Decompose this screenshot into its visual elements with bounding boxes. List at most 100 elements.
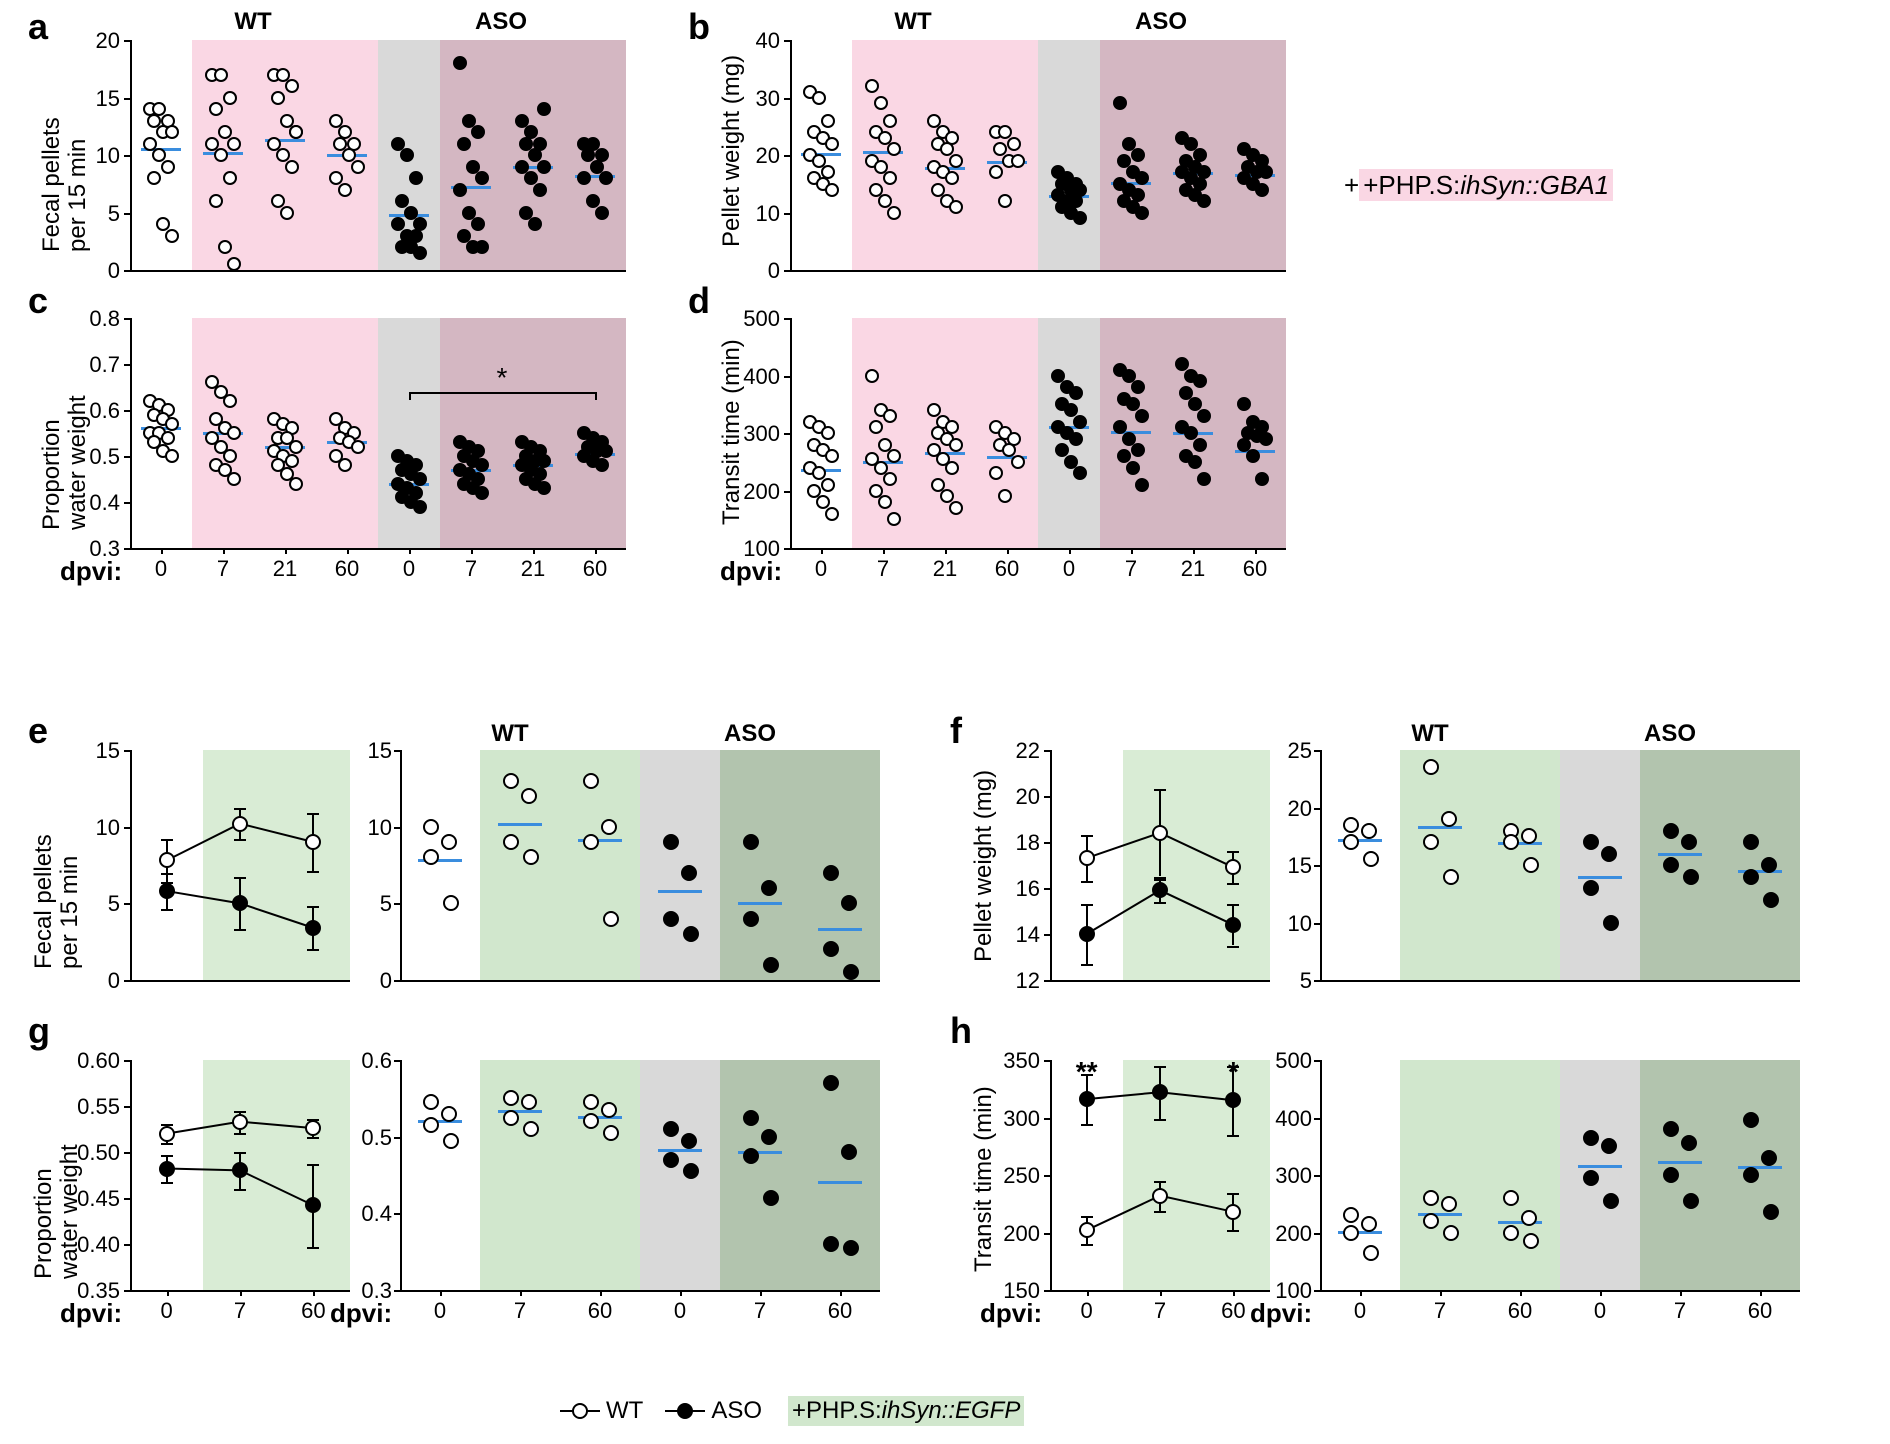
- cap: [161, 873, 173, 875]
- point: [949, 200, 963, 214]
- ytick-label: 500: [730, 306, 780, 332]
- pt: [1663, 857, 1679, 873]
- xtick-label: 0: [141, 556, 181, 582]
- pt: [503, 773, 519, 789]
- xtick-label: 0: [389, 556, 429, 582]
- pt: [1443, 869, 1459, 885]
- ytickm: [124, 1198, 130, 1200]
- xtl: 7: [220, 1298, 260, 1324]
- pt: [1663, 1121, 1679, 1137]
- point: [289, 477, 303, 491]
- point: [1135, 171, 1149, 185]
- xtm: [1160, 1290, 1162, 1296]
- point: [537, 454, 551, 468]
- ytickm: [124, 750, 130, 752]
- sig: *: [1217, 1056, 1249, 1088]
- ylabel-2: water weight: [64, 395, 92, 530]
- top-label-aso: ASO: [1131, 8, 1191, 36]
- xtm: [1520, 1290, 1522, 1296]
- point: [1135, 206, 1149, 220]
- y-axis: [130, 318, 132, 548]
- yt: 0: [342, 968, 392, 994]
- pt: [1503, 1225, 1519, 1241]
- legend-wt: WT: [606, 1397, 643, 1425]
- cap: [307, 906, 319, 908]
- xtl: 0: [420, 1298, 460, 1324]
- median: [818, 1181, 862, 1184]
- ytm: [394, 1290, 400, 1292]
- xtl: 7: [500, 1298, 540, 1324]
- point: [165, 417, 179, 431]
- cap: [161, 1143, 173, 1145]
- ytm: [394, 750, 400, 752]
- pt: [743, 1110, 759, 1126]
- yt: 15: [62, 738, 120, 764]
- sig-drop: [595, 392, 597, 400]
- pt: [443, 895, 459, 911]
- median: [1578, 876, 1622, 879]
- legend-aso: ASO: [711, 1397, 762, 1425]
- point: [165, 125, 179, 139]
- pt: [1743, 869, 1759, 885]
- panel-label-g: g: [28, 1010, 50, 1052]
- pt: [843, 1240, 859, 1256]
- cap: [1154, 902, 1166, 904]
- ytickm: [1044, 842, 1050, 844]
- yt: 10: [62, 815, 120, 841]
- sig-star: *: [492, 362, 512, 394]
- shade-green-line: [203, 1060, 350, 1290]
- xtm: [167, 1290, 169, 1296]
- panel-label-c: c: [28, 280, 48, 322]
- ytm: [394, 903, 400, 905]
- median: [818, 928, 862, 931]
- pt: [763, 957, 779, 973]
- y-axis: [1050, 750, 1052, 980]
- point: [1007, 137, 1021, 151]
- pt: [583, 834, 599, 850]
- panel-label-e: e: [28, 710, 48, 752]
- cap: [234, 1152, 246, 1154]
- point: [453, 183, 467, 197]
- yt: 10: [342, 815, 392, 841]
- ytm: [1314, 750, 1320, 752]
- point: [883, 171, 897, 185]
- yt: 0: [62, 968, 120, 994]
- ytick-mark: [784, 98, 790, 100]
- xtick-mark: [1069, 548, 1071, 554]
- x-axis: [1320, 980, 1800, 982]
- side-label-egfp: +PHP.S:ihSyn::EGFP: [788, 1396, 1024, 1426]
- point: [285, 160, 299, 174]
- point: [147, 171, 161, 185]
- ytickm: [124, 1244, 130, 1246]
- shade-green-line: [1123, 750, 1270, 980]
- pt: [1503, 834, 1519, 850]
- yt: 10: [1262, 911, 1312, 937]
- ylabel: Transit time (min): [970, 1086, 998, 1272]
- median: [498, 823, 542, 826]
- point: [457, 137, 471, 151]
- line-pt: [159, 852, 175, 868]
- cap: [161, 1182, 173, 1184]
- xtick-label: 60: [1235, 556, 1275, 582]
- cap: [234, 808, 246, 810]
- ytick-mark: [784, 318, 790, 320]
- x-axis: [790, 548, 1286, 550]
- top-label-aso: ASO: [720, 720, 780, 748]
- pt: [423, 819, 439, 835]
- xtl: 7: [1660, 1298, 1700, 1324]
- yt: 5: [342, 891, 392, 917]
- point: [887, 206, 901, 220]
- xlab: dpvi:: [1250, 1298, 1312, 1329]
- xtick-mark: [1193, 548, 1195, 554]
- pt: [441, 1106, 457, 1122]
- point: [161, 431, 175, 445]
- point: [223, 171, 237, 185]
- x-axis: [130, 270, 626, 272]
- y-axis: [400, 750, 402, 980]
- xtick-mark: [471, 548, 473, 554]
- cap: [234, 1111, 246, 1113]
- pt: [1761, 1150, 1777, 1166]
- point: [812, 91, 826, 105]
- cap: [1227, 904, 1239, 906]
- cap: [234, 929, 246, 931]
